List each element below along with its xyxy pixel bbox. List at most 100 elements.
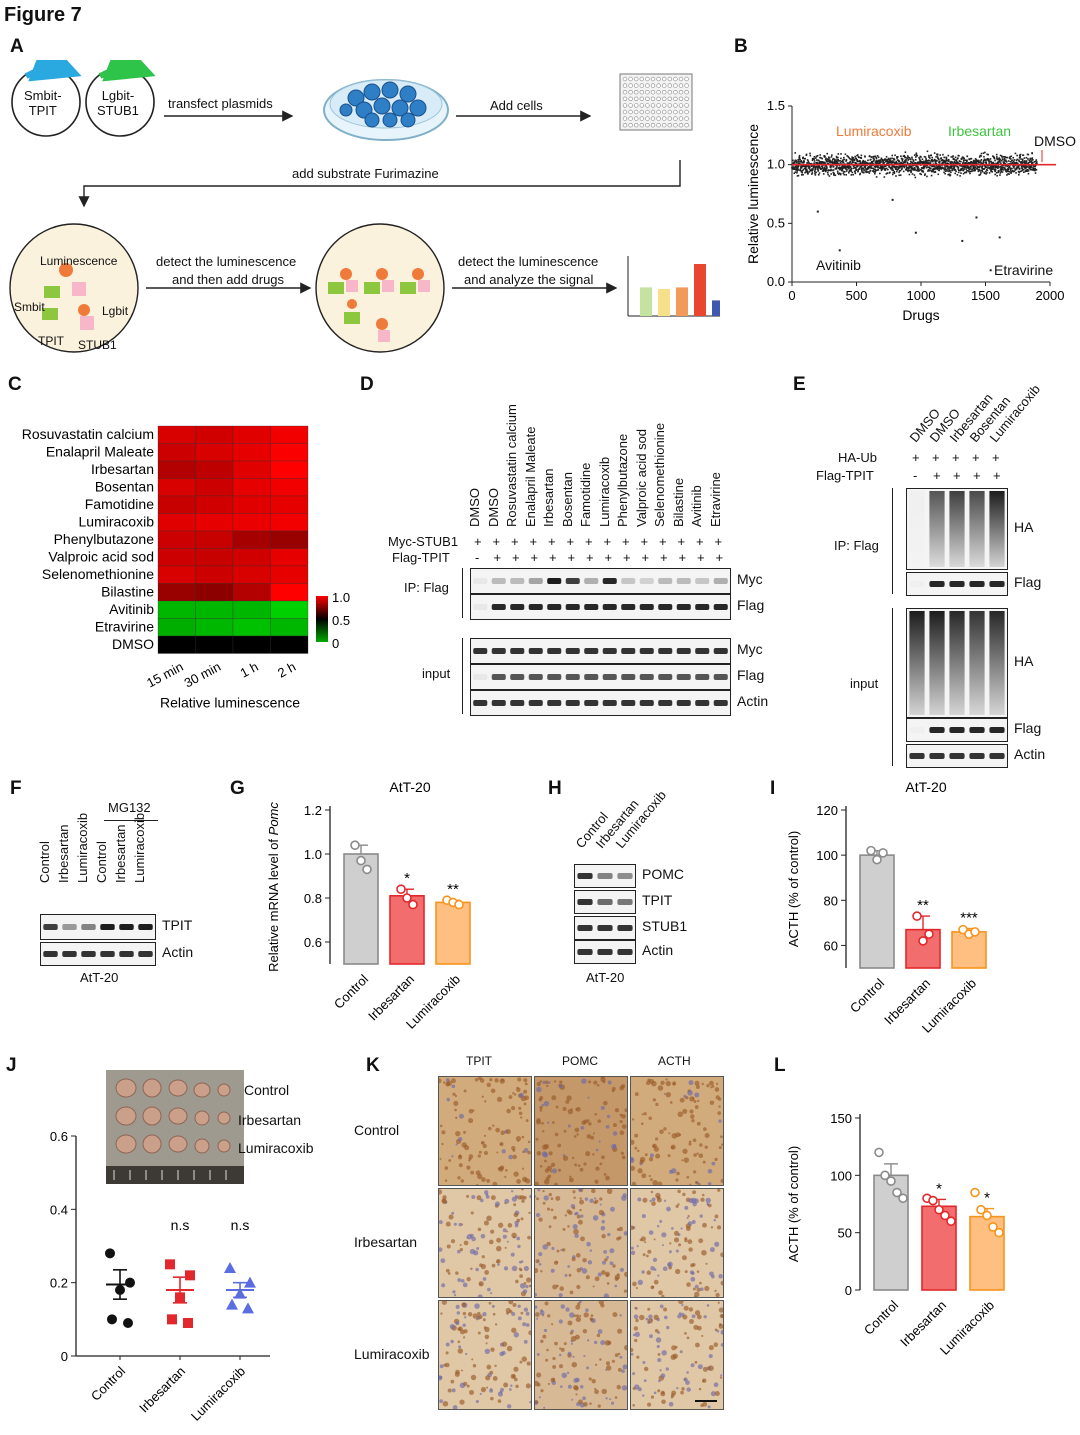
data-point [813,162,815,164]
data-point [875,169,878,172]
panel-a: Smbit- TPIT Lgbit- STUB1 transfect plasm… [0,36,726,360]
data-point [944,168,947,171]
data-point [987,160,990,162]
data-point [986,167,989,169]
data-point [857,168,859,171]
band [584,604,599,610]
data-point [854,166,856,169]
data-point [1021,169,1024,171]
data-point [806,159,809,161]
data-point [822,166,824,169]
d-myc-sign: + [511,534,519,549]
data-point [877,169,880,171]
data-point [105,1248,115,1259]
data-point [862,159,865,162]
data-point [807,160,810,163]
panel-l: 0 50 100 150 Control * Irbesartan * Lumiracoxib A… [780,1100,1070,1430]
data-point [823,162,826,165]
h-pomc-bands [577,873,633,879]
d-lane-label: Phenylbutazone [615,433,630,527]
band [602,604,617,610]
data-point [963,162,966,164]
data-point [988,1222,998,1232]
data-point [924,156,927,158]
band [491,674,506,680]
bar [969,1215,1005,1291]
data-point [797,165,800,167]
data-point [909,165,912,168]
data-point [804,157,806,160]
data-point [928,166,931,169]
data-point [863,168,865,171]
band [639,674,654,680]
d-flag-sign: + [697,550,705,565]
data-point [981,167,983,170]
outlier-point [989,269,992,272]
data-point [888,166,890,168]
d-in-actin-label: Actin [737,693,769,709]
data-point [832,165,835,168]
data-point [951,156,954,158]
data-point [1013,165,1015,168]
data-point [823,166,826,169]
x-tick-label: Control [88,1363,128,1403]
h-stub1-bands [577,925,633,931]
smear-band [969,491,985,567]
well [667,83,672,88]
data-point [925,159,928,161]
data-point [1000,169,1003,171]
data-point [894,154,896,157]
well [650,103,656,108]
data-point [988,159,990,161]
data-point [1009,157,1011,160]
data-point [924,929,934,939]
well [650,96,656,101]
data-point [815,155,818,158]
well [639,96,644,101]
d-flag-sign: + [512,550,520,565]
heatmap-row-label: Enalapril Maleate [46,444,154,460]
data-point [1034,167,1037,170]
data-point [897,167,900,170]
data-point [923,166,926,169]
heatmap-cell [157,513,196,532]
data-point [165,1259,175,1270]
band [584,700,599,706]
data-point [869,162,872,164]
data-point [976,168,979,170]
x-tick-label: Control [861,1297,901,1337]
data-point [962,156,965,159]
data-point [897,166,900,168]
band [547,604,562,610]
data-point [396,884,406,894]
data-point [1005,156,1007,159]
band [989,581,1005,587]
data-point [1018,160,1020,163]
data-point [892,1187,902,1198]
band [119,924,134,930]
data-point [937,167,940,170]
d-flag-sign: + [641,550,650,565]
band [565,604,580,610]
data-point [855,157,858,160]
data-point [936,160,938,162]
data-point [1004,167,1006,169]
data-point [923,162,926,165]
data-point [823,167,826,170]
data-point [965,168,967,170]
smear-band [949,491,965,567]
band [639,648,654,654]
well [661,96,667,101]
data-point [875,176,878,178]
data-point [823,154,825,157]
data-point [885,167,888,170]
schematic-bar [712,300,724,316]
ihc-image [630,1076,724,1186]
data-point [983,155,985,158]
d-flag-sign: + [530,550,539,565]
data-point [1024,165,1027,168]
panel-letter-j: J [6,1055,17,1076]
data-point [806,165,808,168]
data-point [817,169,820,172]
band [547,648,562,654]
